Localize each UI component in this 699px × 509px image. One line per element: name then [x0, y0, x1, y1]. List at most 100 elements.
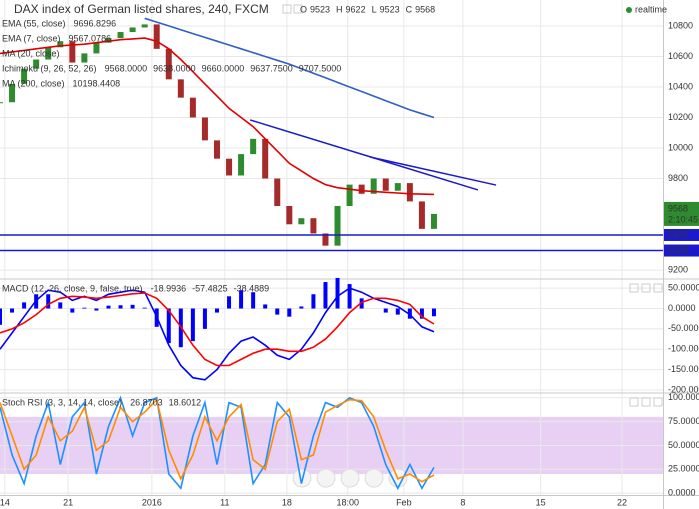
- legend-label: EMA (55, close): [2, 18, 66, 28]
- nav-button[interactable]: [340, 468, 360, 488]
- histogram-bar: [251, 292, 256, 309]
- legend-value: -38.4889: [234, 283, 270, 293]
- histogram-bar: [419, 308, 424, 319]
- legend-value: 9568.0000: [105, 63, 148, 73]
- histogram-bar: [142, 307, 147, 309]
- button[interactable]: [629, 283, 639, 293]
- histogram-bar: [263, 304, 268, 309]
- price-label-box: [664, 201, 699, 226]
- candle: [370, 178, 377, 194]
- button[interactable]: [293, 4, 303, 14]
- candle: [382, 178, 389, 191]
- legend-value: 18.6012: [169, 397, 202, 407]
- x-tick-label: 15: [536, 497, 546, 507]
- button[interactable]: [641, 397, 651, 407]
- candle: [33, 59, 40, 69]
- button[interactable]: [653, 283, 663, 293]
- candle: [0, 102, 3, 104]
- series-line: [0, 287, 435, 381]
- panel-buttons[interactable]: [282, 4, 663, 407]
- y-tick-label: -100.0000: [668, 344, 699, 354]
- series-line: [0, 292, 435, 367]
- candle: [45, 47, 52, 60]
- candle: [129, 27, 136, 33]
- candle: [262, 138, 269, 179]
- histogram-bar: [0, 308, 2, 325]
- background: [0, 0, 663, 495]
- candle: [141, 24, 148, 28]
- ohlc-value: 9523: [310, 4, 330, 14]
- histogram-bar: [287, 308, 292, 317]
- y-tick-label: 10400: [668, 81, 693, 91]
- ohlc-label: H: [336, 4, 343, 14]
- histogram-bar: [130, 304, 135, 309]
- legend-label: Stoch RSI (3, 3, 14, 14, close): [2, 397, 122, 407]
- y-tick-label: -50.0000: [668, 323, 699, 333]
- histogram-bar: [22, 302, 27, 309]
- candle: [346, 184, 353, 206]
- legend-value: 9567.0786: [69, 33, 112, 43]
- button[interactable]: [629, 397, 639, 407]
- candle: [177, 79, 184, 98]
- y-tick-label: 0.0000: [668, 487, 696, 497]
- histogram-bar: [311, 294, 316, 309]
- candle: [57, 41, 64, 48]
- trend-line: [369, 156, 497, 186]
- x-tick-label: 14: [0, 497, 10, 507]
- legend-value: 9696.8296: [74, 18, 117, 28]
- status: realtime: [635, 4, 667, 14]
- nav-button[interactable]: [364, 468, 384, 488]
- candle: [9, 83, 16, 103]
- nav-button[interactable]: [316, 468, 336, 488]
- button[interactable]: [653, 397, 663, 407]
- countdown: 2:10:45: [668, 214, 698, 224]
- legend-value: 26.8703: [130, 397, 163, 407]
- y-tick-label: 10800: [668, 20, 693, 30]
- y-tick-label: 25.0000: [668, 464, 699, 474]
- candle: [238, 154, 245, 176]
- chart-title: DAX index of German listed shares, 240, …: [14, 2, 269, 16]
- candle: [93, 42, 100, 54]
- y-tick-label: 50.0000: [668, 283, 699, 293]
- x-tick-label: 11: [220, 497, 229, 507]
- button[interactable]: [641, 283, 651, 293]
- histogram-bar: [299, 306, 304, 309]
- histogram-bar: [214, 308, 219, 313]
- legend-value: 9637.7500: [250, 63, 293, 73]
- x-tick-label: 2016: [142, 497, 162, 507]
- legend-value: -57.4825: [192, 283, 228, 293]
- series-line: [0, 398, 435, 483]
- histogram-bar: [166, 308, 171, 344]
- histogram-bar: [323, 282, 328, 309]
- button[interactable]: [282, 4, 292, 14]
- candle: [189, 97, 196, 118]
- histogram-bar: [275, 308, 280, 315]
- y-tick-label: 10000: [668, 142, 693, 152]
- histogram-bar: [227, 296, 232, 309]
- candle: [201, 117, 208, 141]
- y-tick-label: 10200: [668, 112, 693, 122]
- y-tick-label: 0.0000: [668, 303, 696, 313]
- histogram-bar: [106, 305, 111, 309]
- histogram-bar: [202, 308, 207, 329]
- histogram-bar: [383, 308, 388, 313]
- candle: [394, 183, 401, 191]
- candle: [310, 218, 317, 234]
- candle: [69, 41, 76, 63]
- legend-value: 9660.0000: [202, 63, 245, 73]
- ohlc-value: 9523: [380, 4, 400, 14]
- histogram-bar: [395, 308, 400, 315]
- histogram-bar: [94, 308, 99, 311]
- candle: [21, 68, 28, 84]
- legend-label: EMA (7, close): [2, 33, 61, 43]
- legend-label: MA (200, close): [2, 78, 65, 88]
- candle: [298, 218, 305, 225]
- x-tick-label: 8: [460, 497, 465, 507]
- y-tick-label: 75.0000: [668, 416, 699, 426]
- legend-value: -18.9936: [151, 283, 187, 293]
- candle: [274, 178, 281, 206]
- legend-label: MA (20, close): [2, 48, 60, 58]
- candle: [226, 158, 233, 176]
- series-line: [0, 37, 435, 196]
